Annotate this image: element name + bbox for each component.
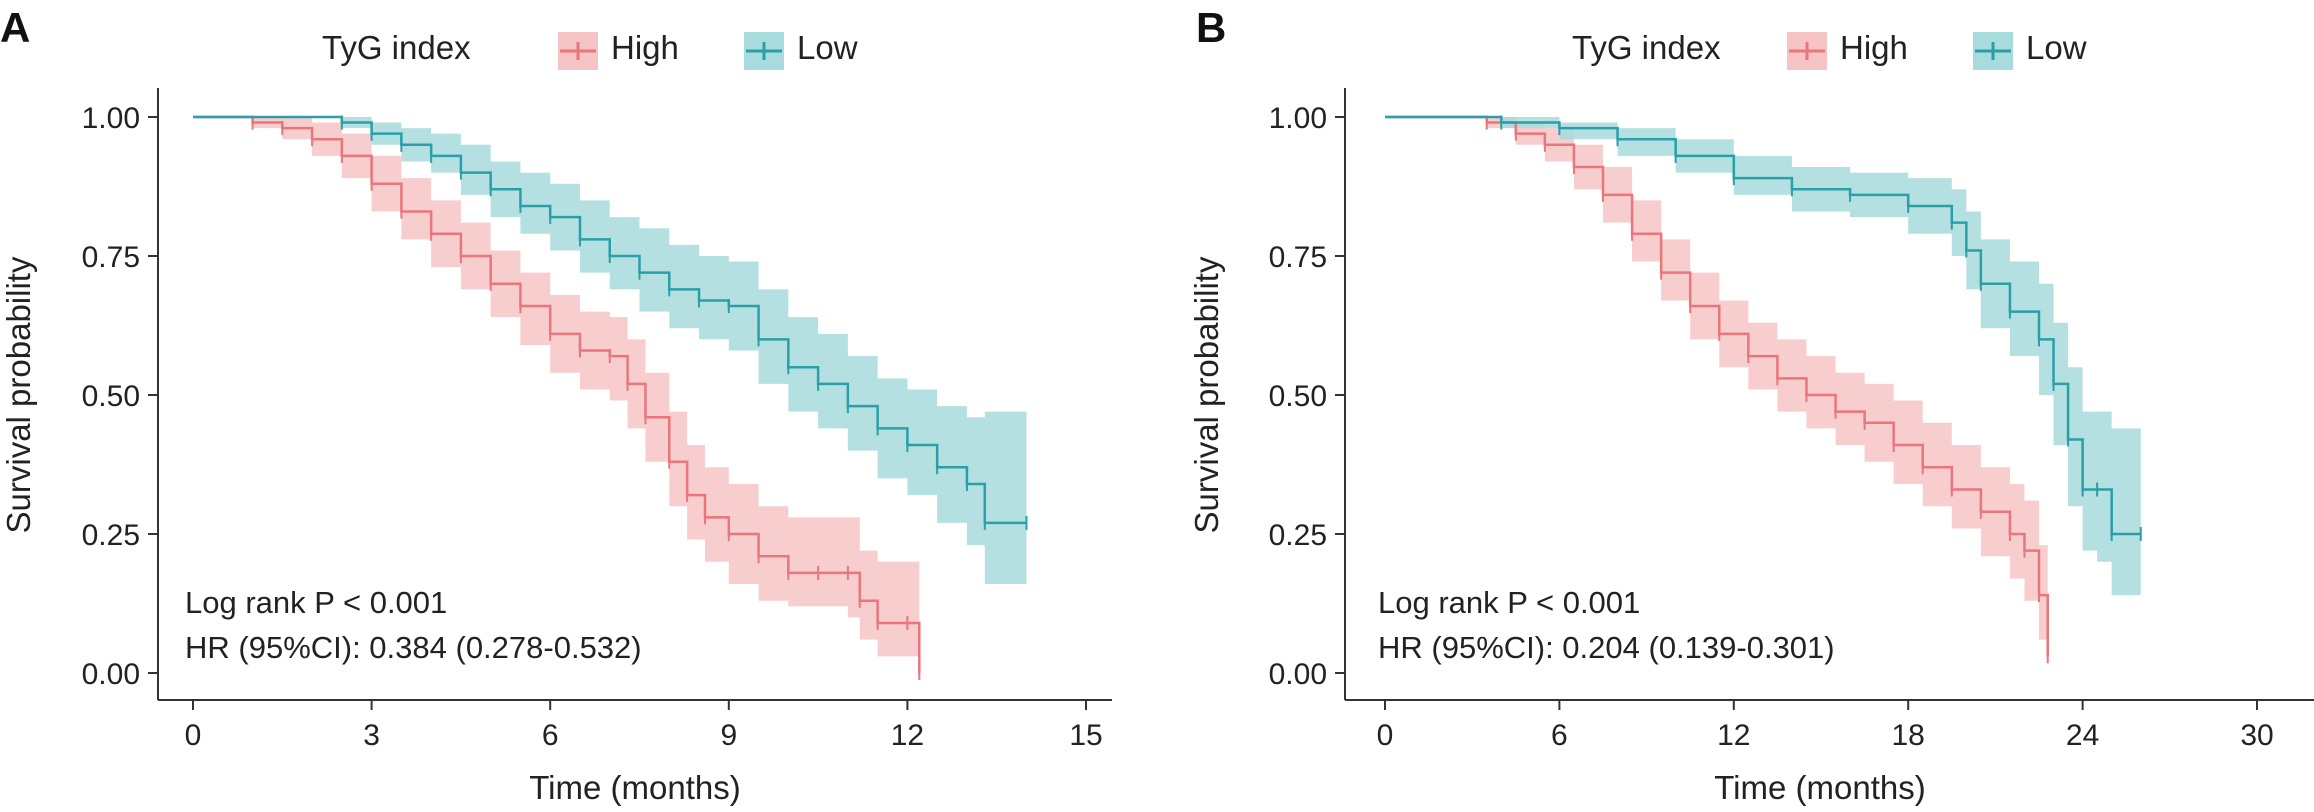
y-axis-title-b: Survival probability (1188, 256, 1225, 533)
logrank-text-a: Log rank P < 0.001 (185, 585, 447, 620)
x-tick-label-a: 9 (720, 719, 737, 752)
legend-label-low-a: Low (797, 29, 858, 66)
y-tick-label-a: 0.75 (82, 241, 140, 274)
legend-title-a: TyG index (322, 29, 471, 66)
x-tick-label-a: 12 (891, 719, 924, 752)
y-tick-label-b: 0.00 (1269, 658, 1327, 691)
legend-key-low-a (744, 32, 784, 70)
y-tick-label-a: 0.00 (82, 658, 140, 691)
legend-label-high-b: High (1840, 29, 1908, 66)
panel-letter-b: B (1196, 4, 1226, 51)
ticks-a: 0 3 6 9 12 15 0.00 0.25 0.50 0.75 1.00 (82, 102, 1103, 752)
hr-text-b: HR (95%CI): 0.204 (0.139-0.301) (1378, 630, 1835, 665)
x-tick-label-b: 12 (1717, 719, 1750, 752)
legend-a: TyG index High Low (322, 29, 858, 70)
x-tick-label-b: 18 (1892, 719, 1925, 752)
plot-area-b (1385, 115, 2142, 673)
hr-text-a: HR (95%CI): 0.384 (0.278-0.532) (185, 630, 642, 665)
x-tick-label-a: 3 (363, 719, 380, 752)
y-tick-label-a: 0.25 (82, 519, 140, 552)
panel-a: A TyG index High Low 0 3 6 9 12 15 0.00 0.25 0.5… (0, 4, 1112, 806)
x-tick-label-a: 0 (185, 719, 202, 752)
y-tick-label-b: 0.25 (1269, 519, 1327, 552)
legend-title-b: TyG index (1572, 29, 1721, 66)
panel-letter-a: A (0, 4, 30, 51)
legend-label-low-b: Low (2026, 29, 2087, 66)
x-axis-title-a: Time (months) (529, 769, 740, 806)
panel-b: B TyG index High Low 0 6 12 18 24 300.000.250… (1188, 4, 2314, 806)
ticks-b: 0 6 12 18 24 30 0.00 0.25 0.50 0.75 1.00 (1269, 102, 2274, 752)
y-tick-label-b: 1.00 (1269, 102, 1327, 135)
x-tick-label-b: 6 (1551, 719, 1568, 752)
legend-key-high-b (1787, 32, 1827, 70)
y-tick-label-a: 0.50 (82, 380, 140, 413)
x-tick-label-a: 15 (1069, 719, 1102, 752)
logrank-text-b: Log rank P < 0.001 (1378, 585, 1640, 620)
y-tick-label-b: 0.75 (1269, 241, 1327, 274)
plot-area-a (193, 115, 1028, 680)
y-tick-label-b: 0.50 (1269, 380, 1327, 413)
legend-label-high-a: High (611, 29, 679, 66)
y-axis-title-a: Survival probability (0, 256, 37, 533)
x-tick-label-b: 30 (2240, 719, 2273, 752)
y-tick-label-a: 1.00 (82, 102, 140, 135)
legend-key-high-a (558, 32, 598, 70)
x-tick-label-b: 24 (2066, 719, 2099, 752)
x-tick-label-b: 0 (1377, 719, 1394, 752)
ci-band-low-b (1385, 117, 2141, 596)
ci-band-low-a (193, 117, 1027, 585)
legend-b: TyG index High Low (1572, 29, 2087, 70)
x-axis-title-b: Time (months) (1714, 769, 1925, 806)
legend-key-low-b (1973, 32, 2013, 70)
x-tick-label-a: 6 (542, 719, 559, 752)
